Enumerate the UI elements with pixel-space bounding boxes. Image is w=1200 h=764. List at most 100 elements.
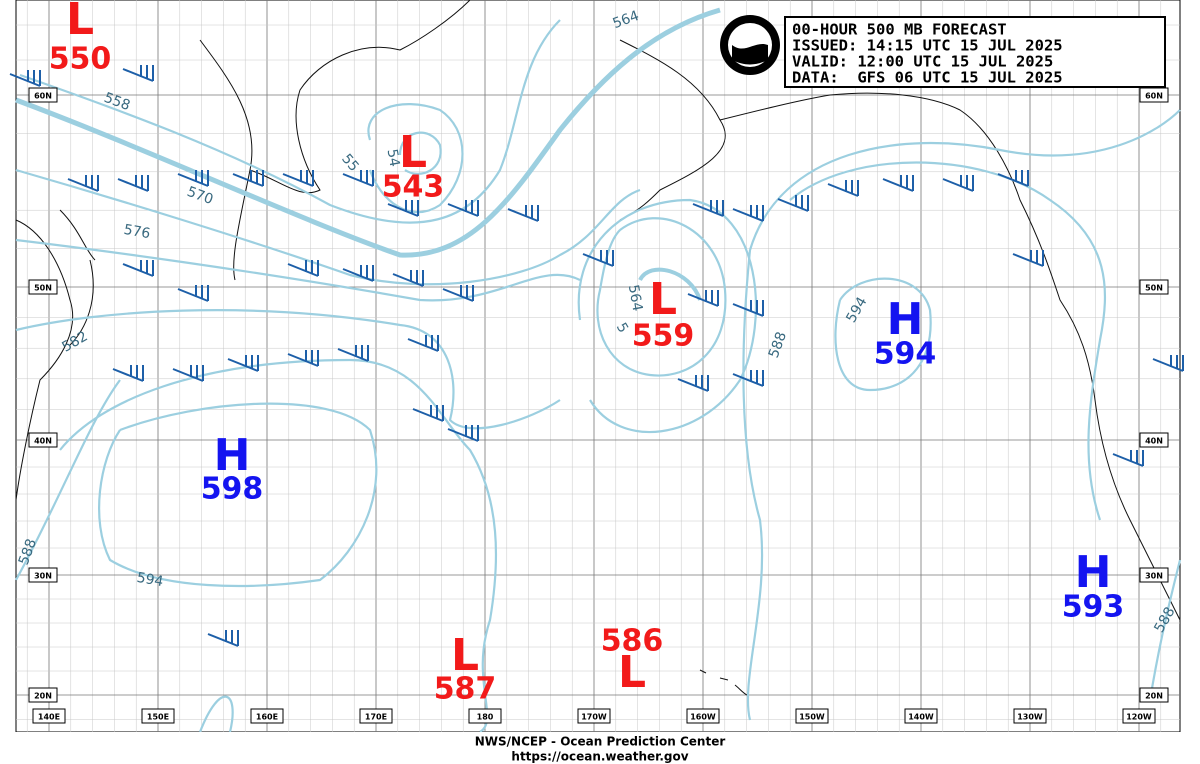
lon-label-box — [1122, 708, 1156, 724]
contour — [742, 109, 1181, 721]
wind-barb — [1112, 450, 1144, 467]
center-letter: H — [214, 430, 251, 481]
wind-barb — [282, 170, 314, 187]
wind-barbs — [9, 65, 1184, 647]
center-value: 594 — [874, 337, 937, 372]
wind-barb — [1012, 250, 1044, 267]
wind-barb — [582, 250, 614, 267]
contour — [98, 402, 378, 588]
center-letter: L — [649, 274, 677, 325]
lat-label-box — [1139, 432, 1169, 448]
lat-label-box — [28, 87, 58, 103]
lon-label: 180 — [477, 713, 494, 722]
wind-barb — [447, 200, 479, 217]
lat-label: 40N — [1145, 437, 1163, 446]
header-line: DATA: GFS 06 UTC 15 JUL 2025 — [792, 69, 1063, 87]
lat-label-box — [28, 567, 58, 583]
lon-label-box — [795, 708, 829, 724]
lat-label: 20N — [34, 692, 52, 701]
wind-barb — [122, 260, 154, 277]
wind-barb — [122, 65, 154, 82]
lon-label: 170W — [581, 713, 607, 722]
contour — [638, 267, 702, 301]
header-frame — [784, 16, 1166, 88]
lat-label-box — [28, 279, 58, 295]
lat-label: 60N — [34, 92, 52, 101]
center-letter: L — [451, 630, 479, 681]
wind-barb — [342, 265, 374, 282]
lon-label: 160W — [690, 713, 716, 722]
footer-line: https://ocean.weather.gov — [511, 750, 688, 764]
grid — [16, 0, 1180, 732]
center-letter: H — [887, 294, 924, 345]
wind-barb — [112, 365, 144, 382]
wind-barb — [687, 290, 719, 307]
wind-barb — [227, 355, 259, 372]
footer-line: NWS/NCEP - Ocean Prediction Center — [475, 735, 726, 749]
wind-barb — [882, 175, 914, 192]
wind-barb — [732, 205, 764, 222]
coast — [15, 219, 74, 501]
wind-barb — [777, 195, 809, 212]
lat-label: 50N — [34, 284, 52, 293]
lat-label-box — [28, 687, 58, 703]
contour — [1148, 559, 1182, 701]
wind-barb — [677, 375, 709, 392]
lon-label: 150W — [799, 713, 825, 722]
lon-label: 150E — [147, 713, 169, 722]
wind-barb — [407, 335, 439, 352]
lat-label: 60N — [1145, 92, 1163, 101]
center-letter: L — [66, 0, 94, 45]
lon-label: 130W — [1017, 713, 1043, 722]
wind-barb — [507, 205, 539, 222]
coast — [59, 209, 96, 346]
contour — [15, 168, 641, 286]
wind-barb — [827, 180, 859, 197]
center-value: 586 — [601, 624, 664, 659]
lon-label-box — [32, 708, 66, 724]
lon-label-box — [904, 708, 938, 724]
lat-label-box — [1139, 279, 1169, 295]
lat-label-box — [1139, 567, 1169, 583]
lon-label-box — [1013, 708, 1047, 724]
lon-label-box — [686, 708, 720, 724]
footer-bg — [0, 732, 1200, 764]
contour — [789, 161, 1107, 521]
wind-barb — [177, 285, 209, 302]
center-value: 593 — [1062, 590, 1125, 625]
lat-label-box — [28, 432, 58, 448]
wind-barb — [447, 425, 479, 442]
lon-label-box — [141, 708, 175, 724]
map-frame — [15, 0, 1181, 733]
center-value: 559 — [632, 319, 695, 354]
wind-barb — [287, 260, 319, 277]
contour — [596, 217, 727, 377]
contour — [19, 19, 561, 224]
contour-label: 564 — [625, 283, 645, 312]
contour — [15, 379, 234, 733]
header-line: 00-HOUR 500 MB FORECAST — [792, 21, 1007, 39]
wind-barb — [177, 170, 209, 187]
wind-barb — [997, 170, 1029, 187]
lon-label: 120W — [1126, 713, 1152, 722]
contour-label: 576 — [122, 222, 151, 242]
contour — [15, 309, 561, 430]
center-letter: H — [1075, 547, 1112, 598]
wind-barb — [207, 630, 239, 647]
wind-barb — [9, 70, 41, 87]
noaa-bird — [732, 43, 768, 65]
contour — [367, 103, 464, 214]
lat-label: 30N — [34, 572, 52, 581]
header-box — [720, 15, 1166, 88]
wind-barb — [67, 175, 99, 192]
contour — [15, 238, 581, 302]
center-value: 550 — [49, 42, 112, 77]
lon-label: 140W — [908, 713, 934, 722]
wind-barb — [442, 285, 474, 302]
wind-barb — [1152, 355, 1184, 372]
wind-barb — [942, 175, 974, 192]
center-letter: L — [399, 127, 427, 178]
